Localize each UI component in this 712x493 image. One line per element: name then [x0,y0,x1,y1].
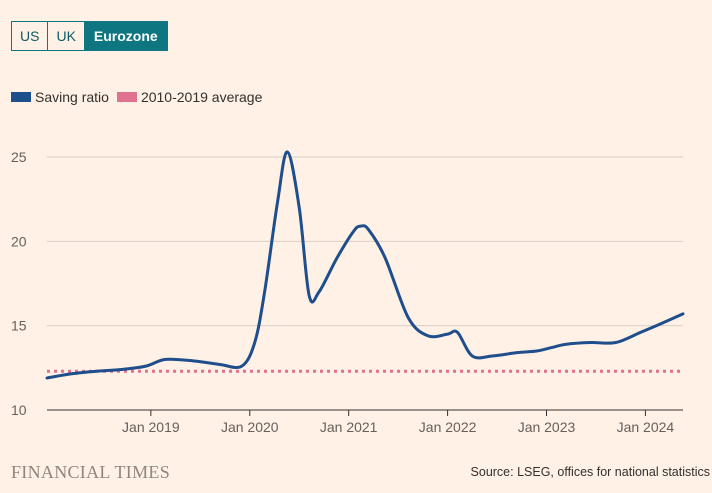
x-tick-label-2: Jan 2021 [320,419,378,435]
country-tabs: US UK Eurozone [11,21,168,51]
legend-swatch-saving-ratio [11,92,31,102]
x-tick-label-3: Jan 2022 [419,419,477,435]
tab-uk[interactable]: UK [48,22,85,50]
legend-item-average: 2010-2019 average [116,89,263,105]
x-tick-label-5: Jan 2024 [617,419,675,435]
y-tick-label-20: 20 [11,233,27,249]
y-tick-label-10: 10 [11,402,27,418]
series-saving-ratio-line [45,150,685,380]
y-tick-label-15: 15 [11,318,27,334]
x-tick-label-1: Jan 2020 [221,419,279,435]
legend-item-saving-ratio: Saving ratio [11,89,109,105]
legend-label-average: 2010-2019 average [140,89,263,105]
ft-logo-text: FINANCIAL TIMES [11,462,171,482]
legend-swatch-average [116,92,137,102]
x-tick-label-0: Jan 2019 [122,419,180,435]
tab-us[interactable]: US [12,22,49,50]
tab-eurozone[interactable]: Eurozone [84,22,167,50]
legend-label-saving-ratio: Saving ratio [35,89,109,105]
y-tick-label-25: 25 [11,149,27,165]
x-tick-label-4: Jan 2023 [518,419,576,435]
source-note: Source: LSEG, offices for national stati… [470,465,710,479]
chart-legend: Saving ratio 2010-2019 average [11,89,270,105]
